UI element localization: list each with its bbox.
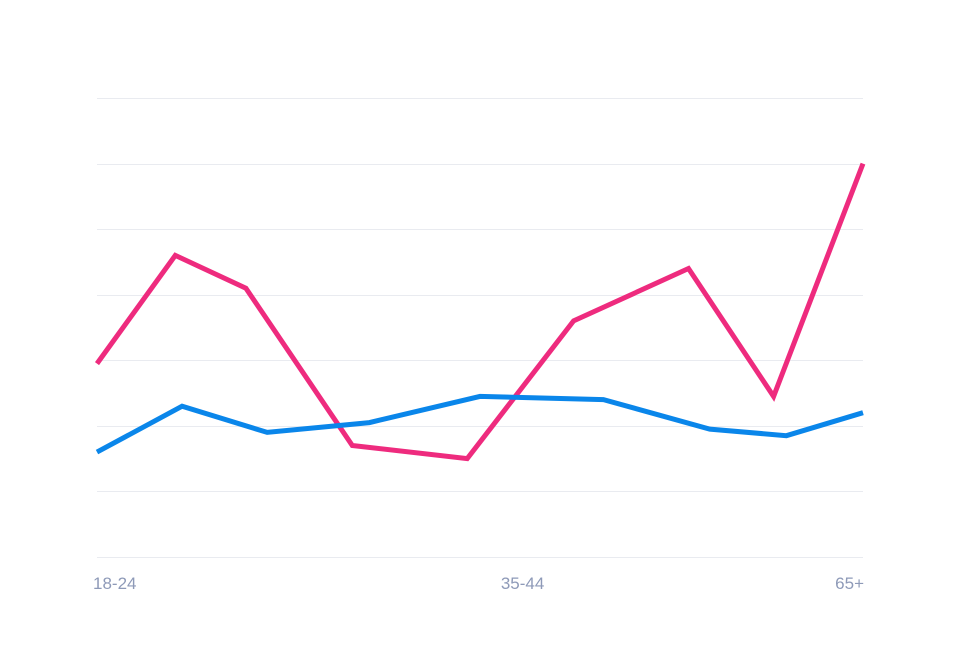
grid-layer: [97, 98, 863, 558]
x-tick-label: 35-44: [501, 574, 544, 593]
series-line-0: [94, 162, 866, 462]
series-line-1: [95, 393, 864, 455]
x-tick-label: 18-24: [93, 574, 136, 593]
x-tick-label: 65+: [835, 574, 864, 593]
x-axis-ticks: 18-24 35-44 65+: [93, 574, 864, 593]
series-layer: [94, 162, 866, 462]
